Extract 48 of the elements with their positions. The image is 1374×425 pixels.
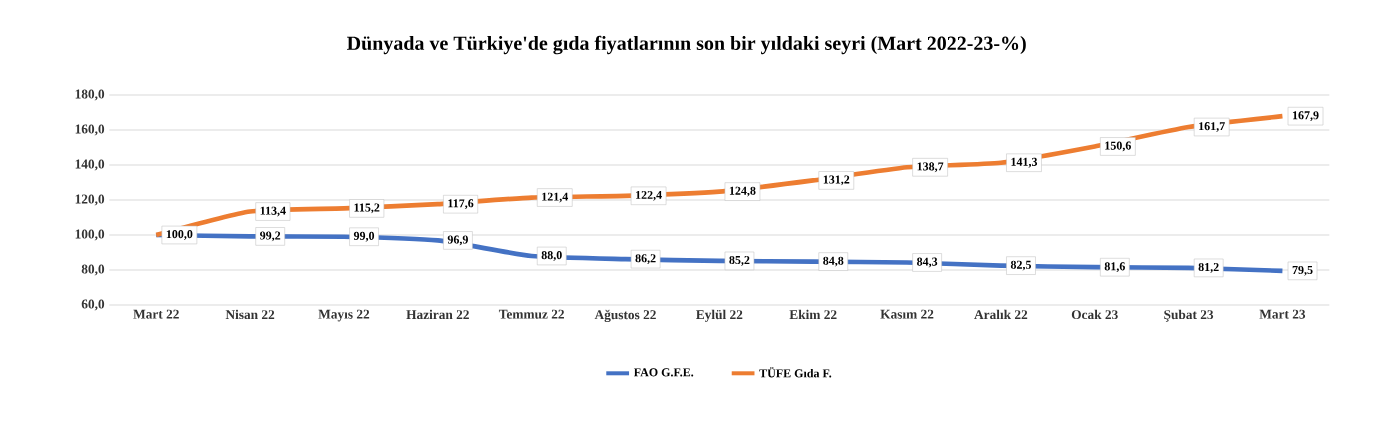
y-tick-label: 80,0 xyxy=(81,264,105,276)
x-tick-label: Mart 22 xyxy=(133,309,179,319)
x-tick-label: Eylül 22 xyxy=(696,309,743,322)
data-label: 79,5 xyxy=(1292,265,1313,276)
data-label: 81,2 xyxy=(1198,262,1219,273)
data-label: 150,6 xyxy=(1105,141,1131,152)
y-tick-label: 140,0 xyxy=(75,159,105,171)
y-tick-label: 120,0 xyxy=(75,194,105,206)
legend-label: FAO G.F.E. xyxy=(633,368,694,377)
data-label: 82,5 xyxy=(1010,260,1032,271)
data-label: 99,2 xyxy=(260,231,281,242)
y-tick-label: 100,0 xyxy=(75,229,105,241)
x-tick-label: Aralık 22 xyxy=(974,309,1028,320)
chart-title: Dünyada ve Türkiye'de gıda fiyatlarının son bir yıldaki seyri (Mart 2022-23-%) xyxy=(347,35,1026,55)
data-label: 96,9 xyxy=(447,235,468,246)
x-tick-label: Mayıs 22 xyxy=(318,309,370,322)
x-tick-label: Haziran 22 xyxy=(406,309,469,320)
data-label: 84,8 xyxy=(823,256,844,267)
data-label: 113,4 xyxy=(260,206,286,217)
legend-label: TÜFE Gıda F. xyxy=(759,367,832,378)
data-label: 115,2 xyxy=(354,203,380,214)
data-label: 138,7 xyxy=(917,162,944,173)
data-label: 161,7 xyxy=(1199,122,1225,132)
x-tick-label: Kasım 22 xyxy=(880,309,934,319)
data-label: 99,0 xyxy=(353,231,375,242)
data-label: 141,3 xyxy=(1011,157,1038,168)
x-tick-label: Nisan 22 xyxy=(225,309,275,320)
data-label: 88,0 xyxy=(541,251,562,261)
data-label: 85,2 xyxy=(729,255,750,266)
data-label: 86,2 xyxy=(635,254,656,265)
data-label: 100,0 xyxy=(166,230,193,240)
data-label: 117,6 xyxy=(448,199,474,210)
data-label: 84,3 xyxy=(917,257,938,268)
x-tick-label: Ocak 23 xyxy=(1071,309,1118,320)
x-tick-label: Ekim 22 xyxy=(789,309,837,319)
x-tick-label: Mart 23 xyxy=(1259,309,1306,319)
x-tick-label: Şubat 23 xyxy=(1164,309,1214,322)
data-label: 81,6 xyxy=(1104,262,1125,273)
y-tick-label: 60,0 xyxy=(81,299,105,311)
y-tick-label: 180,0 xyxy=(75,89,105,101)
y-tick-label: 160,0 xyxy=(75,124,105,136)
data-label: 131,2 xyxy=(823,175,850,186)
x-tick-label: Temmuz 22 xyxy=(498,309,564,319)
data-label: 122,4 xyxy=(636,190,662,201)
x-tick-label: Ağustos 22 xyxy=(594,309,656,323)
data-label: 121,4 xyxy=(542,192,569,203)
data-label: 124,8 xyxy=(729,186,756,197)
data-label: 167,9 xyxy=(1292,111,1319,122)
